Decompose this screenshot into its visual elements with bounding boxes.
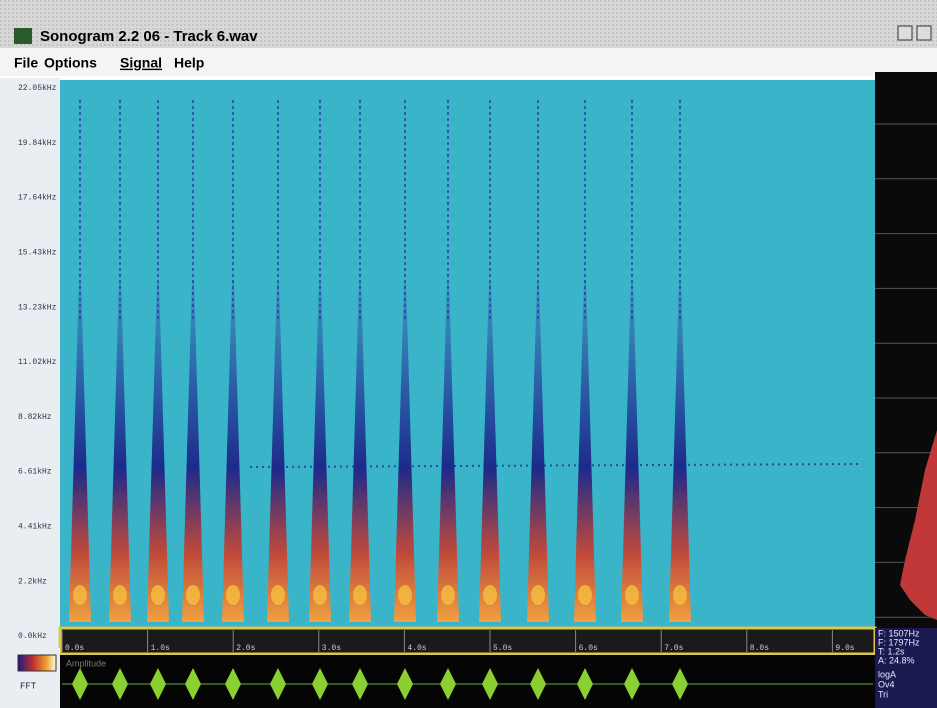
menu-item[interactable]: Options <box>44 55 97 71</box>
burst-core <box>113 585 127 605</box>
time-label: 9.0s <box>835 644 854 653</box>
frequency-label: 0.0kHz <box>18 632 47 641</box>
frequency-label: 8.82kHz <box>18 413 52 422</box>
time-label: 4.0s <box>407 644 426 653</box>
setting: Ov4 <box>878 679 895 689</box>
burst-core <box>625 585 639 605</box>
frequency-label: 17.64kHz <box>18 194 57 203</box>
frequency-label: 2.2kHz <box>18 577 47 586</box>
app-icon <box>14 28 32 44</box>
screen: Sonogram 2.2 06 - Track 6.wav File Option… <box>0 0 937 708</box>
time-label: 1.0s <box>151 644 170 653</box>
burst-core <box>271 585 285 605</box>
time-label: 2.0s <box>236 644 255 653</box>
waveform-label: Amplitude <box>66 658 106 668</box>
time-label: 8.0s <box>750 644 769 653</box>
close-button[interactable] <box>917 26 931 40</box>
frequency-label: 22.05kHz <box>18 84 57 93</box>
frequency-label: 15.43kHz <box>18 249 57 258</box>
restore-button[interactable] <box>898 26 912 40</box>
window-title: Sonogram 2.2 06 - Track 6.wav <box>40 28 258 45</box>
time-label: 6.0s <box>579 644 598 653</box>
burst-core <box>578 585 592 605</box>
frequency-label: 13.23kHz <box>18 303 57 312</box>
menu-item[interactable]: Signal <box>120 55 162 71</box>
frequency-label: 11.02kHz <box>18 358 57 367</box>
burst-core <box>673 585 687 605</box>
burst-core <box>531 585 545 605</box>
spectrogram <box>60 80 875 628</box>
setting: Tri <box>878 689 888 699</box>
waveform-panel <box>60 655 875 708</box>
menu-item[interactable]: Help <box>174 55 204 71</box>
burst-core <box>353 585 367 605</box>
readout: A: 24.8% <box>878 655 915 665</box>
frequency-label: 4.41kHz <box>18 523 52 532</box>
burst-core <box>313 585 327 605</box>
burst-core <box>73 585 87 605</box>
burst-core <box>441 585 455 605</box>
frequency-label: 19.84kHz <box>18 139 57 148</box>
transform-label: FFT <box>20 681 37 691</box>
app-window: Sonogram 2.2 06 - Track 6.wav File Option… <box>0 0 937 708</box>
burst-core <box>226 585 240 605</box>
time-label: 7.0s <box>664 644 683 653</box>
time-label: 3.0s <box>322 644 341 653</box>
time-label: 5.0s <box>493 644 512 653</box>
burst-core <box>186 585 200 605</box>
frequency-label: 6.61kHz <box>18 468 52 477</box>
burst-core <box>483 585 497 605</box>
burst-core <box>151 585 165 605</box>
menu-item[interactable]: File <box>14 55 38 71</box>
burst-core <box>398 585 412 605</box>
setting: logA <box>878 669 896 679</box>
color-bar <box>18 655 56 671</box>
time-label: 0.0s <box>65 644 84 653</box>
